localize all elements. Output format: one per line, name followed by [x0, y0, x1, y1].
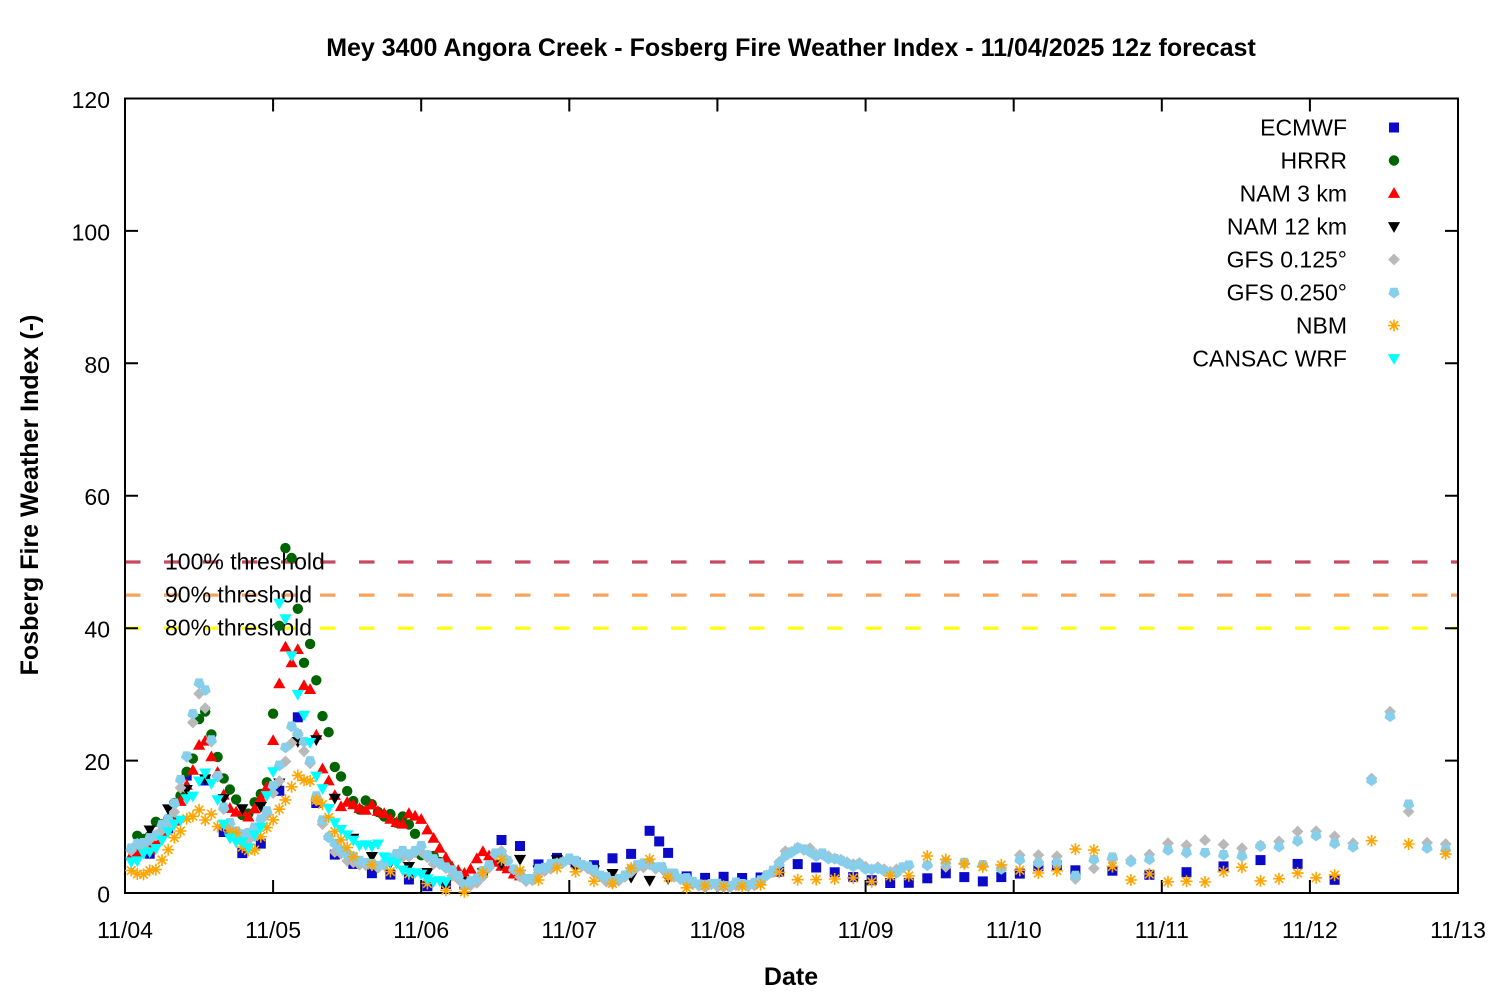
svg-text:100% threshold: 100% threshold	[165, 549, 325, 575]
svg-text:Date: Date	[764, 963, 818, 991]
svg-text:11/13: 11/13	[1430, 917, 1486, 943]
svg-text:60: 60	[84, 484, 110, 510]
svg-text:GFS 0.250°: GFS 0.250°	[1227, 280, 1347, 306]
svg-text:NAM 12 km: NAM 12 km	[1227, 214, 1347, 240]
svg-text:HRRR: HRRR	[1281, 148, 1347, 174]
svg-text:80% threshold: 80% threshold	[165, 615, 312, 641]
svg-text:11/12: 11/12	[1282, 917, 1338, 943]
svg-text:GFS 0.125°: GFS 0.125°	[1227, 247, 1347, 273]
svg-text:100: 100	[72, 219, 110, 245]
svg-text:11/09: 11/09	[838, 917, 894, 943]
svg-text:11/04: 11/04	[97, 917, 153, 943]
svg-text:11/06: 11/06	[393, 917, 449, 943]
svg-text:11/08: 11/08	[689, 917, 745, 943]
svg-text:CANSAC WRF: CANSAC WRF	[1192, 346, 1347, 372]
svg-text:11/07: 11/07	[541, 917, 597, 943]
svg-text:11/11: 11/11	[1135, 917, 1189, 943]
svg-text:NBM: NBM	[1296, 313, 1347, 339]
svg-text:Mey 3400 Angora Creek - Fosber: Mey 3400 Angora Creek - Fosberg Fire Wea…	[326, 34, 1256, 62]
svg-text:20: 20	[84, 749, 110, 775]
svg-text:11/05: 11/05	[245, 917, 301, 943]
svg-text:120: 120	[72, 87, 110, 113]
svg-text:80: 80	[84, 352, 110, 378]
svg-text:11/10: 11/10	[986, 917, 1042, 943]
svg-text:90% threshold: 90% threshold	[165, 582, 312, 608]
svg-text:40: 40	[84, 617, 110, 643]
svg-text:Fosberg Fire Weather Index (-): Fosberg Fire Weather Index (-)	[16, 315, 44, 676]
svg-text:NAM 3 km: NAM 3 km	[1240, 181, 1347, 207]
svg-text:0: 0	[97, 882, 110, 908]
svg-text:ECMWF: ECMWF	[1260, 115, 1347, 141]
